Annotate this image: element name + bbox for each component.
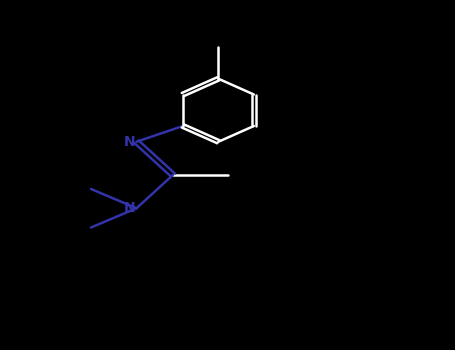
Text: N: N xyxy=(124,201,136,215)
Text: N: N xyxy=(124,135,136,149)
